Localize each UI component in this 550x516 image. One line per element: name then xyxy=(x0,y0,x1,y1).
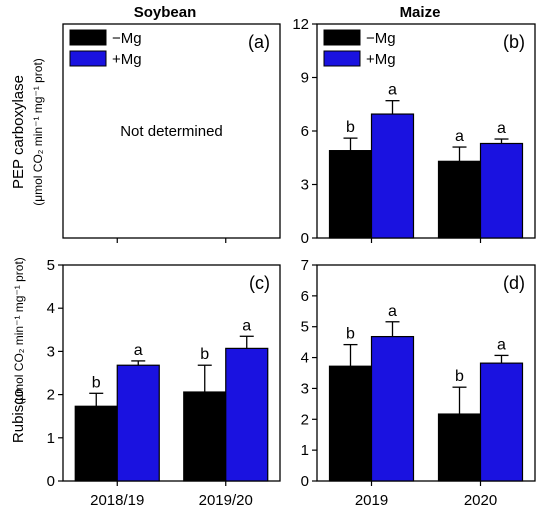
bar xyxy=(479,142,524,239)
legend-label: −Mg xyxy=(112,30,142,47)
x-tick-label: 2019/20 xyxy=(199,492,253,509)
y-tick-label: 4 xyxy=(47,300,55,317)
bar xyxy=(370,335,415,482)
significance-letter: b xyxy=(346,326,355,343)
significance-letter: b xyxy=(455,368,464,385)
legend-label: −Mg xyxy=(366,30,396,47)
panel-a: (a) Not determined −Mg +Mg xyxy=(62,23,281,243)
x-tick-label: 2019 xyxy=(355,492,388,509)
annotation-not-determined: Not determined xyxy=(120,123,223,140)
panel-b: (b) 0 3 6 9 12 b a a a −Mg +Mg xyxy=(292,16,536,247)
bar xyxy=(437,160,482,239)
y-tick-label: 4 xyxy=(301,350,309,367)
significance-letter: b xyxy=(200,346,209,363)
significance-letter: a xyxy=(242,317,251,334)
plot-frame xyxy=(316,264,536,482)
y-tick-label: 7 xyxy=(301,257,309,274)
panel-d: (d) 0 1 2 3 4 5 6 7 2019 2020 b a b a xyxy=(301,257,536,509)
y-tick-label: 2 xyxy=(301,411,309,428)
y-tick-label: 1 xyxy=(301,442,309,459)
panel-label: (d) xyxy=(503,273,525,293)
significance-letter: a xyxy=(134,342,143,359)
y-tick-label: 0 xyxy=(47,473,55,490)
y-tick-label: 6 xyxy=(301,123,309,140)
panel-label: (c) xyxy=(249,273,270,293)
column-title-maize: Maize xyxy=(400,4,441,21)
legend-swatch xyxy=(69,50,107,67)
row-label-pep-main: PEP carboxylase xyxy=(10,75,27,189)
y-tick-label: 5 xyxy=(301,319,309,336)
legend-label: +Mg xyxy=(366,51,396,68)
significance-letter: a xyxy=(497,336,506,353)
y-tick-label: 3 xyxy=(47,343,55,360)
bar xyxy=(183,391,227,482)
significance-letter: a xyxy=(388,82,397,99)
y-tick-label: 0 xyxy=(301,230,309,247)
legend-swatch xyxy=(323,50,361,67)
significance-letter: b xyxy=(92,374,101,391)
y-tick-label: 6 xyxy=(301,288,309,305)
y-tick-label: 3 xyxy=(301,177,309,194)
column-title-soybean: Soybean xyxy=(134,4,197,21)
y-tick-label: 3 xyxy=(301,380,309,397)
panel-label: (a) xyxy=(248,32,270,52)
panel-c: (c) 0 1 2 3 4 5 2018/19 2019/20 b a b a xyxy=(47,257,281,509)
legend-label: +Mg xyxy=(112,51,142,68)
legend-swatch xyxy=(323,29,361,46)
row-label-pep-unit: (μmol CO₂ min⁻¹ mg⁻¹ prot) xyxy=(31,58,45,206)
significance-letter: a xyxy=(497,120,506,137)
bar xyxy=(328,150,373,239)
bar xyxy=(116,364,160,482)
y-tick-label: 5 xyxy=(47,257,55,274)
bar xyxy=(225,347,269,482)
bar xyxy=(437,413,482,482)
y-tick-label: 2 xyxy=(47,387,55,404)
row-label-rubisco: Rubisco (μmol CO₂ min⁻¹ mg⁻¹ prot) xyxy=(10,257,27,443)
row-label-rubisco-unit: (μmol CO₂ min⁻¹ mg⁻¹ prot) xyxy=(12,257,26,405)
significance-letter: a xyxy=(455,128,464,145)
y-tick-label: 0 xyxy=(301,473,309,490)
plot-frame xyxy=(62,264,281,482)
row-label-rubisco-main: Rubisco xyxy=(10,389,27,443)
bar xyxy=(370,113,415,239)
plot-frame xyxy=(62,23,281,239)
panel-label: (b) xyxy=(503,32,525,52)
x-tick-label: 2018/19 xyxy=(90,492,144,509)
x-tick-label: 2020 xyxy=(464,492,497,509)
y-tick-label: 1 xyxy=(47,430,55,447)
significance-letter: b xyxy=(346,119,355,136)
significance-letter: a xyxy=(388,303,397,320)
y-tick-label: 12 xyxy=(292,16,309,33)
bar xyxy=(74,405,118,482)
bar xyxy=(479,362,524,482)
legend-swatch xyxy=(69,29,107,46)
y-tick-label: 9 xyxy=(301,70,309,87)
bar xyxy=(328,365,373,482)
